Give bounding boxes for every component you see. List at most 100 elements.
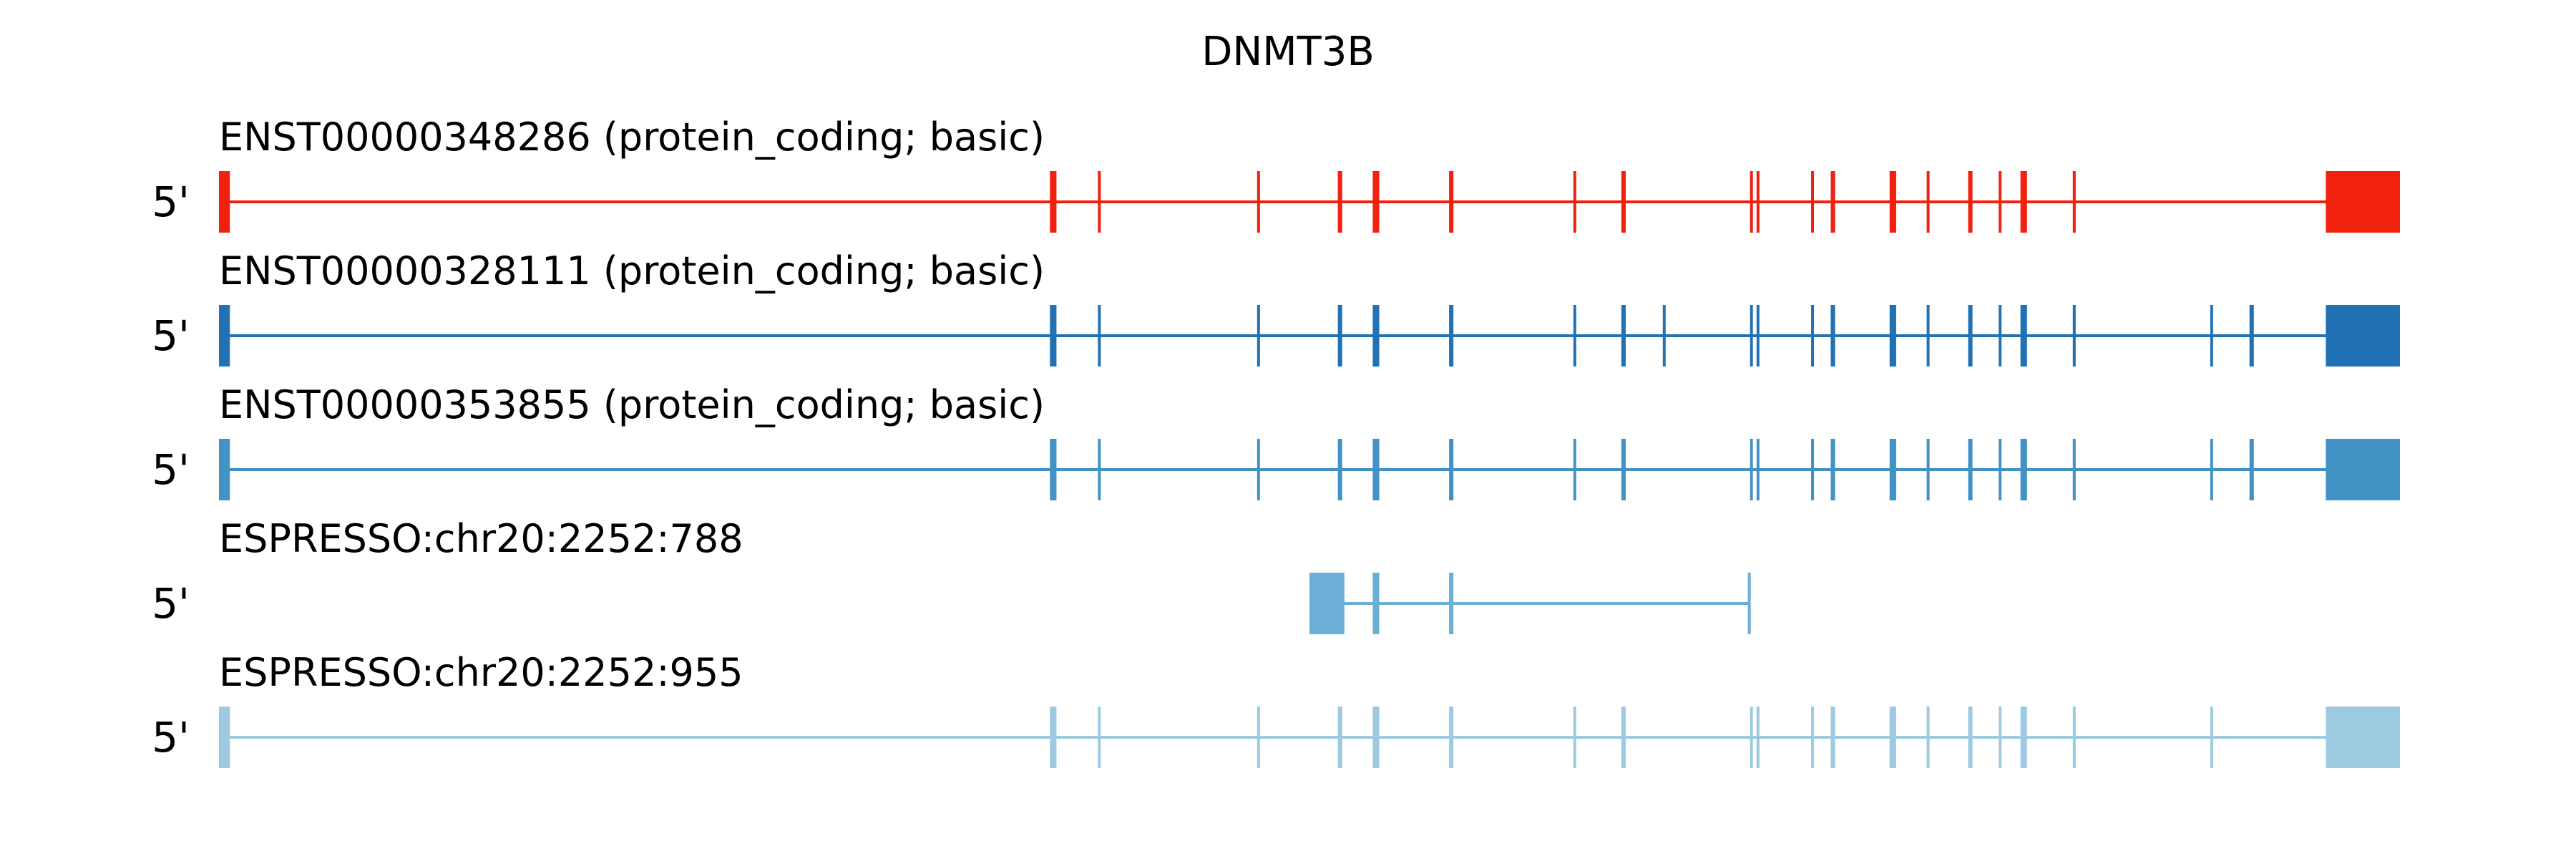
exon-block: [1756, 305, 1760, 367]
exon-block: [2249, 439, 2254, 500]
exon-block: [1999, 707, 2002, 768]
transcript-row: ENST00000353855 (protein_coding; basic) 5…: [152, 382, 2400, 500]
exon-block: [1750, 707, 1753, 768]
exon-block: [1098, 305, 1101, 367]
exon-block: [1372, 305, 1380, 367]
exon-block: [2020, 439, 2027, 500]
exon-block: [1449, 573, 1454, 634]
exon-block: [1662, 305, 1666, 367]
exon-block: [2326, 171, 2400, 233]
exon-block: [1573, 305, 1576, 367]
exon-block: [1621, 305, 1626, 367]
exon-block: [1372, 439, 1380, 500]
exon-block: [1750, 439, 1753, 500]
exon-block: [1372, 707, 1380, 768]
exon-block: [1968, 305, 1973, 367]
exon-block: [2072, 707, 2076, 768]
transcript-label: ESPRESSO:chr20:2252:955: [219, 650, 743, 695]
exon-block: [219, 171, 230, 233]
exon-block: [2249, 305, 2254, 367]
exon-block: [1573, 707, 1576, 768]
transcript-row: ESPRESSO:chr20:2252:955 5': [152, 650, 2400, 768]
exon-block: [1889, 171, 1896, 233]
transcript-label: ENST00000328111 (protein_coding; basic): [219, 248, 1045, 293]
exon-block: [1257, 305, 1260, 367]
exon-block: [1830, 707, 1835, 768]
exon-block: [1968, 707, 1973, 768]
exon-block: [1050, 707, 1057, 768]
exon-block: [2210, 305, 2213, 367]
transcript-label: ENST00000348286 (protein_coding; basic): [219, 115, 1045, 160]
five-prime-label: 5': [152, 445, 190, 494]
exon-block: [1811, 707, 1815, 768]
exon-block: [1968, 439, 1973, 500]
gene-title: DNMT3B: [1201, 29, 1375, 75]
exon-block: [2072, 171, 2076, 233]
exon-block: [1098, 171, 1101, 233]
exon-block: [1098, 707, 1101, 768]
exon-block: [1830, 439, 1835, 500]
exon-block: [1050, 171, 1057, 233]
exon-block: [2326, 305, 2400, 367]
exon-block: [1257, 439, 1260, 500]
exon-block: [1889, 439, 1896, 500]
exon-block: [2072, 305, 2076, 367]
exon-block: [1050, 305, 1057, 367]
exon-block: [2210, 707, 2213, 768]
transcript-row: ENST00000348286 (protein_coding; basic) 5…: [152, 115, 2400, 233]
exon-block: [1830, 305, 1835, 367]
five-prime-label: 5': [152, 311, 190, 360]
exon-block: [1449, 305, 1454, 367]
exon-block: [1750, 171, 1753, 233]
exon-block: [1573, 439, 1576, 500]
exon-block: [1449, 707, 1454, 768]
exon-block: [1999, 171, 2002, 233]
exon-block: [1811, 439, 1815, 500]
exon-block: [1750, 305, 1753, 367]
five-prime-label: 5': [152, 178, 190, 226]
exon-block: [2072, 439, 2076, 500]
exon-block: [1621, 707, 1626, 768]
exon-block: [1747, 573, 1751, 634]
exon-block: [219, 305, 230, 367]
exon-block: [1830, 171, 1835, 233]
transcript-row: ENST00000328111 (protein_coding; basic) 5…: [152, 248, 2400, 367]
exon-block: [2210, 439, 2213, 500]
exon-block: [1337, 305, 1342, 367]
transcript-tracks: ENST00000348286 (protein_coding; basic) 5…: [152, 115, 2400, 768]
exon-block: [1449, 439, 1454, 500]
exon-block: [1621, 171, 1626, 233]
exon-block: [1337, 439, 1342, 500]
transcript-row: ESPRESSO:chr20:2252:788 5': [152, 516, 1751, 634]
exon-block: [1999, 305, 2002, 367]
exon-block: [1811, 305, 1815, 367]
exon-block: [1999, 439, 2002, 500]
exon-block: [1337, 171, 1342, 233]
exon-block: [1889, 707, 1896, 768]
exon-block: [1756, 171, 1760, 233]
transcript-label: ESPRESSO:chr20:2252:788: [219, 516, 743, 561]
exon-block: [1621, 439, 1626, 500]
exon-block: [1098, 439, 1101, 500]
exon-block: [1050, 439, 1057, 500]
exon-block: [1926, 171, 1930, 233]
exon-block: [1372, 171, 1380, 233]
exon-block: [2020, 707, 2027, 768]
exon-block: [1573, 171, 1576, 233]
exon-block: [1926, 707, 1930, 768]
exon-block: [2020, 171, 2027, 233]
exon-block: [1257, 707, 1260, 768]
exon-block: [1926, 439, 1930, 500]
exon-block: [1756, 439, 1760, 500]
exon-block: [1889, 305, 1896, 367]
exon-block: [1811, 171, 1815, 233]
exon-block: [1337, 707, 1342, 768]
exon-block: [219, 707, 230, 768]
exon-block: [2020, 305, 2027, 367]
exon-block: [1257, 171, 1260, 233]
exon-block: [1756, 707, 1760, 768]
exon-block: [1309, 573, 1345, 634]
five-prime-label: 5': [152, 579, 190, 628]
five-prime-label: 5': [152, 713, 190, 762]
